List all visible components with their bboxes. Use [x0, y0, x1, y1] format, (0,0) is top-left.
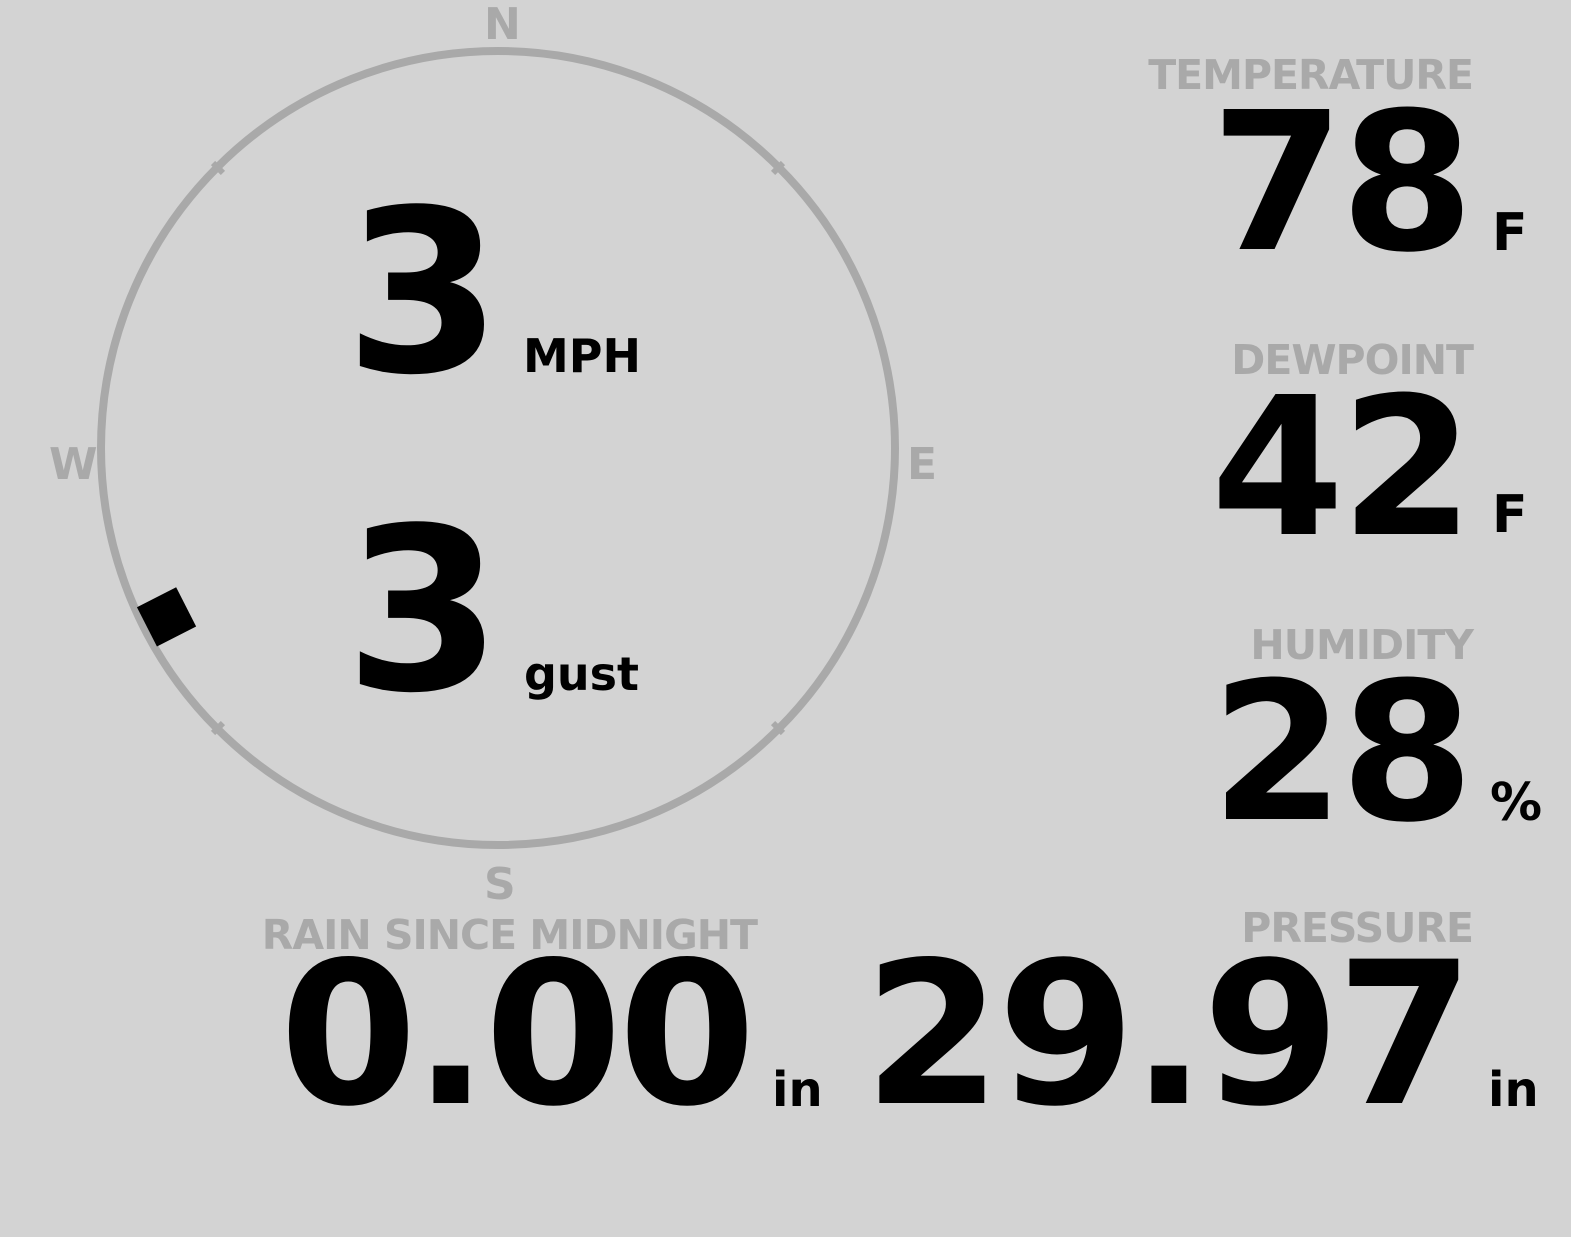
wind-gust-value: 3	[344, 480, 502, 743]
humidity-unit: %	[1490, 773, 1543, 833]
compass-east-label: E	[907, 439, 938, 490]
dewpoint-unit: F	[1492, 485, 1528, 545]
rain-value: 0.00	[279, 919, 756, 1150]
compass-tick	[770, 720, 786, 736]
rain-unit: in	[772, 1062, 823, 1118]
compass-tick	[210, 160, 226, 176]
wind-speed-value: 3	[344, 162, 502, 425]
pressure-label: PRESSURE	[1241, 904, 1474, 952]
temperature-unit: F	[1492, 203, 1528, 263]
compass-north-label: N	[484, 0, 521, 50]
wind-speed-unit: MPH	[523, 329, 641, 383]
wind-gust-unit: gust	[524, 647, 640, 701]
wind-direction-marker	[136, 587, 197, 647]
compass-south-label: S	[484, 859, 516, 910]
compass-ring	[97, 47, 899, 849]
dewpoint-value: 42	[1210, 357, 1474, 580]
dewpoint-label: DEWPOINT	[1231, 336, 1474, 384]
humidity-label: HUMIDITY	[1250, 621, 1474, 669]
compass-tick	[210, 720, 226, 736]
pressure-value: 29.97	[863, 919, 1474, 1150]
temperature-label: TEMPERATURE	[1148, 51, 1474, 99]
pressure-unit: in	[1488, 1062, 1539, 1118]
humidity-value: 28	[1210, 642, 1474, 865]
compass-west-label: W	[49, 439, 98, 490]
temperature-value: 78	[1210, 72, 1474, 295]
rain-label: RAIN SINCE MIDNIGHT	[261, 911, 758, 959]
compass-tick	[770, 160, 786, 176]
